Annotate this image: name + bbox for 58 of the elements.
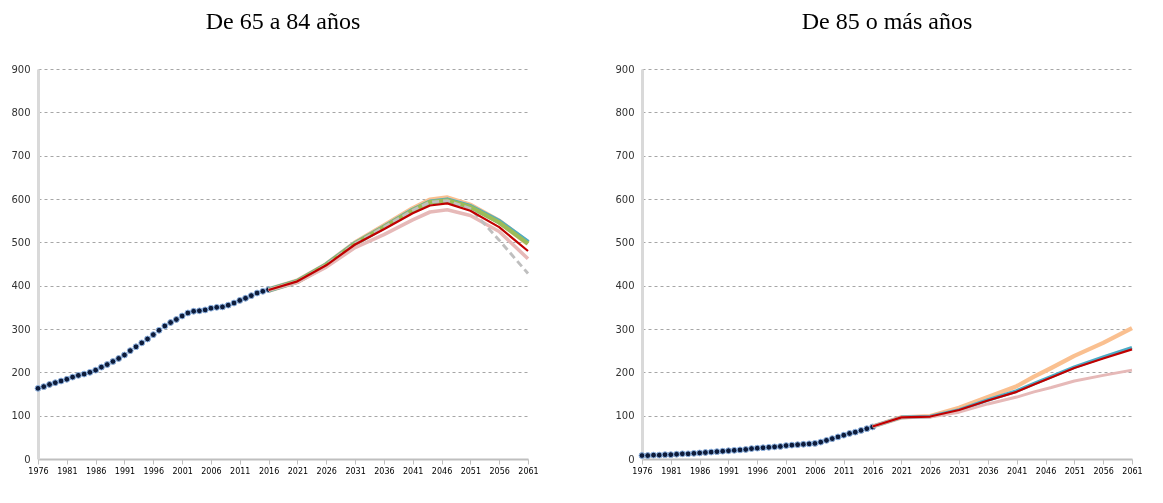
x-tick-label: 2001: [172, 466, 193, 476]
x-tick-label: 1981: [661, 466, 682, 476]
x-tick-label: 2021: [891, 466, 913, 476]
y-tick-label: 700: [615, 150, 635, 162]
x-tick-label: 2001: [776, 466, 797, 476]
y-tick-label: 800: [11, 106, 31, 118]
x-tick-label: 2046: [431, 466, 453, 476]
y-tick-label: 0: [628, 453, 635, 465]
x-tick-label: 2026: [316, 466, 337, 476]
y-tick-label: 900: [615, 63, 635, 75]
x-tick-label: 2011: [230, 466, 251, 476]
x-tick-label: 2026: [920, 466, 941, 476]
y-tick-label: 700: [11, 150, 31, 162]
x-tick-label: 2021: [287, 466, 309, 476]
x-tick-label: 1991: [114, 466, 136, 476]
y-tick-label: 900: [11, 63, 31, 75]
x-tick-label: 1981: [57, 466, 78, 476]
y-tick-label: 800: [615, 106, 635, 118]
x-tick-label: 1976: [28, 466, 49, 476]
x-tick-label: 2016: [862, 466, 884, 476]
x-tick-label: 1996: [747, 466, 768, 476]
y-tick-label: 500: [615, 236, 635, 248]
y-tick-label: 500: [11, 236, 31, 248]
chart-title: De 65 a 84 años: [205, 8, 361, 34]
x-tick-label: 2041: [1007, 466, 1028, 476]
x-tick-label: 2031: [949, 466, 970, 476]
x-tick-label: 1996: [143, 466, 164, 476]
x-tick-label: 2041: [403, 466, 424, 476]
y-tick-label: 400: [615, 280, 635, 292]
x-tick-label: 1976: [632, 466, 653, 476]
x-tick-label: 2031: [345, 466, 366, 476]
x-tick-label: 2011: [834, 466, 855, 476]
y-tick-label: 400: [11, 280, 31, 292]
x-tick-label: 2046: [1035, 466, 1057, 476]
x-tick-label: 2006: [201, 466, 222, 476]
x-tick-label: 2061: [1122, 466, 1143, 476]
y-tick-label: 300: [615, 323, 635, 335]
y-tick-label: 600: [615, 193, 635, 205]
x-tick-label: 2051: [1064, 466, 1086, 476]
x-tick-label: 2051: [460, 466, 482, 476]
y-tick-label: 100: [11, 410, 31, 422]
x-tick-label: 1986: [689, 466, 711, 476]
y-tick-label: 200: [11, 366, 31, 378]
chart-title: De 85 o más años: [801, 8, 973, 34]
x-tick-label: 2061: [518, 466, 539, 476]
x-tick-label: 1986: [85, 466, 107, 476]
y-tick-label: 100: [615, 410, 635, 422]
y-tick-label: 300: [11, 323, 31, 335]
x-tick-label: 2036: [978, 466, 999, 476]
x-tick-label: 2056: [489, 466, 510, 476]
x-tick-label: 2056: [1093, 466, 1114, 476]
y-tick-label: 200: [615, 366, 635, 378]
x-tick-label: 2036: [374, 466, 395, 476]
x-tick-label: 2006: [805, 466, 826, 476]
y-tick-label: 600: [11, 193, 31, 205]
x-tick-label: 1991: [718, 466, 740, 476]
y-tick-label: 0: [24, 453, 31, 465]
x-tick-label: 2016: [258, 466, 280, 476]
